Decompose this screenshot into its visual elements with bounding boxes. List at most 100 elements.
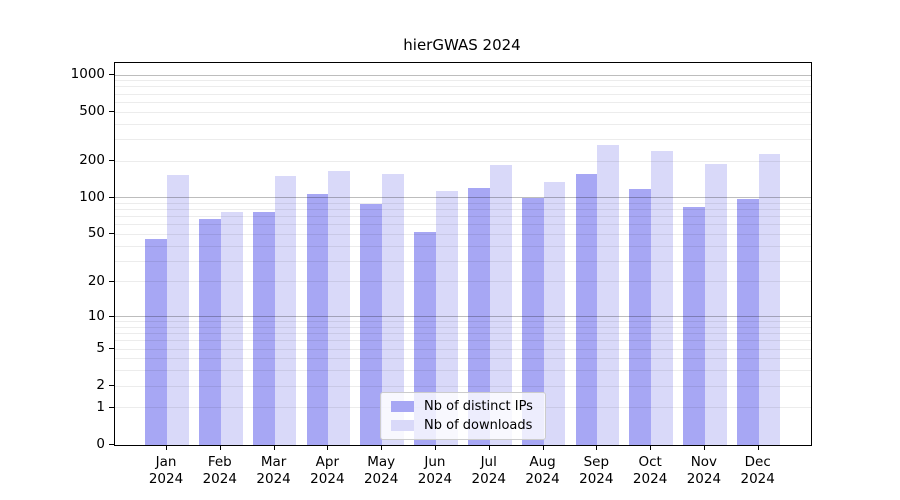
chart-title: hierGWAS 2024	[403, 36, 521, 54]
bar-downloads-nov	[704, 163, 727, 445]
bar-distinct-ips-apr	[306, 193, 329, 445]
bar-downloads-may	[382, 173, 404, 445]
bar-distinct-ips-jan	[145, 238, 167, 445]
y-tick-label-100: 100	[79, 188, 105, 205]
gridline-minor-80	[115, 209, 811, 211]
gridline-minor-30	[115, 260, 811, 262]
gridline-minor-5	[115, 348, 811, 350]
bar-distinct-ips-nov	[683, 207, 705, 445]
gridline-minor-500	[115, 111, 811, 113]
x-tick-mark-feb	[219, 445, 221, 450]
y-tick-mark-2	[109, 385, 114, 387]
y-tick-mark-10	[109, 315, 114, 317]
x-tick-mark-jan	[166, 445, 167, 450]
gridline-minor-60	[115, 224, 811, 226]
x-tick-label-apr: Apr 2024	[310, 454, 345, 487]
gridline-minor-70	[115, 216, 811, 218]
y-tick-mark-1000	[109, 74, 114, 76]
gridline-major-100	[115, 197, 811, 199]
x-tick-mark-jun	[434, 445, 436, 450]
bar-downloads-sep	[597, 145, 620, 445]
x-tick-label-jan: Jan 2024	[148, 454, 184, 487]
x-tick-label-may: May 2024	[363, 454, 399, 487]
x-tick-mark-may	[381, 445, 383, 450]
x-tick-mark-sep	[596, 445, 598, 450]
gridline-minor-900	[115, 80, 811, 82]
legend-item-distinct-ips: Nb of distinct IPs	[391, 399, 533, 414]
x-tick-mark-nov	[703, 445, 705, 450]
x-tick-mark-dec	[757, 445, 759, 450]
gridline-major-10	[115, 316, 811, 318]
bar-downloads-apr	[328, 170, 351, 445]
x-tick-label-dec: Dec 2024	[740, 454, 775, 487]
bar-downloads-dec	[758, 153, 781, 445]
bar-downloads-mar	[274, 175, 297, 445]
y-tick-label-2: 2	[96, 377, 105, 394]
bar-downloads-oct	[651, 151, 673, 445]
gridline-minor-8	[115, 326, 811, 328]
gridline-minor-700	[115, 93, 811, 95]
bar-downloads-jul	[489, 165, 512, 445]
legend: Nb of distinct IPs Nb of downloads	[380, 392, 546, 440]
gridline-minor-6	[115, 340, 811, 342]
x-tick-mark-jul	[488, 445, 490, 450]
gridline-minor-20	[115, 281, 811, 283]
gridline-major-1000	[115, 74, 811, 76]
y-tick-label-50: 50	[87, 225, 105, 242]
x-tick-label-jun: Jun 2024	[417, 454, 453, 487]
bar-distinct-ips-mar	[252, 212, 275, 445]
gridline-minor-800	[115, 86, 811, 88]
y-tick-label-10: 10	[87, 307, 105, 324]
bar-distinct-ips-may	[360, 204, 383, 445]
y-tick-mark-20	[109, 280, 114, 282]
x-tick-label-mar: Mar 2024	[256, 454, 291, 487]
y-tick-label-5: 5	[96, 340, 105, 357]
y-tick-mark-100	[109, 196, 114, 198]
y-tick-mark-50	[109, 233, 114, 235]
gridline-minor-40	[115, 245, 811, 247]
gridline-minor-50	[115, 233, 811, 235]
gridline-minor-9	[115, 321, 811, 323]
legend-label-downloads: Nb of downloads	[424, 418, 533, 433]
legend-item-downloads: Nb of downloads	[391, 418, 533, 433]
plot-area: Nb of distinct IPs Nb of downloads	[114, 62, 812, 446]
x-tick-mark-oct	[650, 445, 652, 450]
gridline-minor-4	[115, 358, 811, 360]
legend-swatch-distinct-ips-icon	[391, 401, 414, 412]
gridline-minor-2	[115, 385, 811, 387]
legend-swatch-downloads-icon	[391, 420, 414, 431]
x-tick-mark-apr	[327, 445, 329, 450]
bar-distinct-ips-feb	[198, 219, 221, 445]
y-tick-mark-0	[109, 444, 114, 445]
bar-distinct-ips-sep	[575, 173, 598, 445]
y-tick-mark-200	[109, 160, 114, 162]
gridline-minor-200	[115, 160, 811, 162]
x-tick-label-aug: Aug 2024	[525, 454, 560, 487]
bar-downloads-jun	[435, 191, 458, 445]
x-tick-mark-mar	[273, 445, 275, 450]
y-tick-mark-5	[109, 348, 114, 350]
gridline-minor-7	[115, 333, 811, 335]
y-tick-label-500: 500	[79, 103, 105, 120]
gridline-minor-3	[115, 370, 811, 372]
x-tick-label-feb: Feb 2024	[202, 454, 237, 487]
gridline-minor-90	[115, 202, 811, 204]
y-tick-label-1: 1	[96, 398, 105, 415]
y-tick-mark-1	[109, 406, 114, 408]
bar-downloads-jan	[167, 175, 189, 445]
y-tick-label-20: 20	[87, 272, 105, 289]
x-tick-label-nov: Nov 2024	[686, 454, 722, 487]
y-tick-label-1000: 1000	[70, 66, 105, 83]
x-tick-label-sep: Sep 2024	[579, 454, 614, 487]
y-tick-label-0: 0	[96, 436, 105, 452]
y-tick-mark-500	[109, 111, 114, 113]
gridline-minor-300	[115, 138, 811, 140]
x-tick-label-oct: Oct 2024	[632, 454, 668, 487]
bar-downloads-feb	[220, 211, 243, 445]
bar-downloads-aug	[543, 181, 566, 445]
x-tick-mark-aug	[542, 445, 544, 450]
gridline-minor-600	[115, 101, 811, 103]
legend-label-distinct-ips: Nb of distinct IPs	[424, 399, 533, 414]
gridline-minor-400	[115, 123, 811, 125]
